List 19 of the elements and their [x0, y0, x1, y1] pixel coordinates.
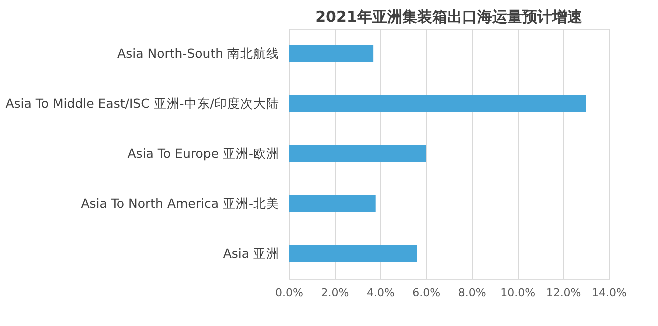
x-tick-label: 14.0%	[592, 286, 627, 300]
x-tick-label: 10.0%	[500, 286, 536, 300]
y-tick-label: Asia To Europe 亚洲-欧洲	[128, 146, 280, 161]
y-tick-label: Asia To North America 亚洲-北美	[81, 196, 280, 211]
bar	[289, 146, 426, 162]
x-tick-label: 12.0%	[546, 286, 582, 300]
y-tick-label: Asia North-South 南北航线	[118, 46, 280, 61]
bar	[289, 46, 374, 62]
chart-title: 2021年亚洲集装箱出口海运量预计增速	[316, 8, 584, 26]
x-tick-label: 0.0%	[276, 286, 304, 300]
x-tick-label: 4.0%	[366, 286, 395, 300]
bar	[289, 196, 376, 212]
y-tick-label: Asia 亚洲	[223, 246, 280, 261]
x-tick-label: 2.0%	[321, 286, 350, 300]
x-tick-label: 6.0%	[412, 286, 441, 300]
bar	[289, 246, 417, 262]
y-tick-label: Asia To Middle East/ISC 亚洲-中东/印度次大陆	[6, 96, 280, 111]
bar	[289, 96, 586, 112]
x-tick-label: 8.0%	[458, 286, 486, 300]
